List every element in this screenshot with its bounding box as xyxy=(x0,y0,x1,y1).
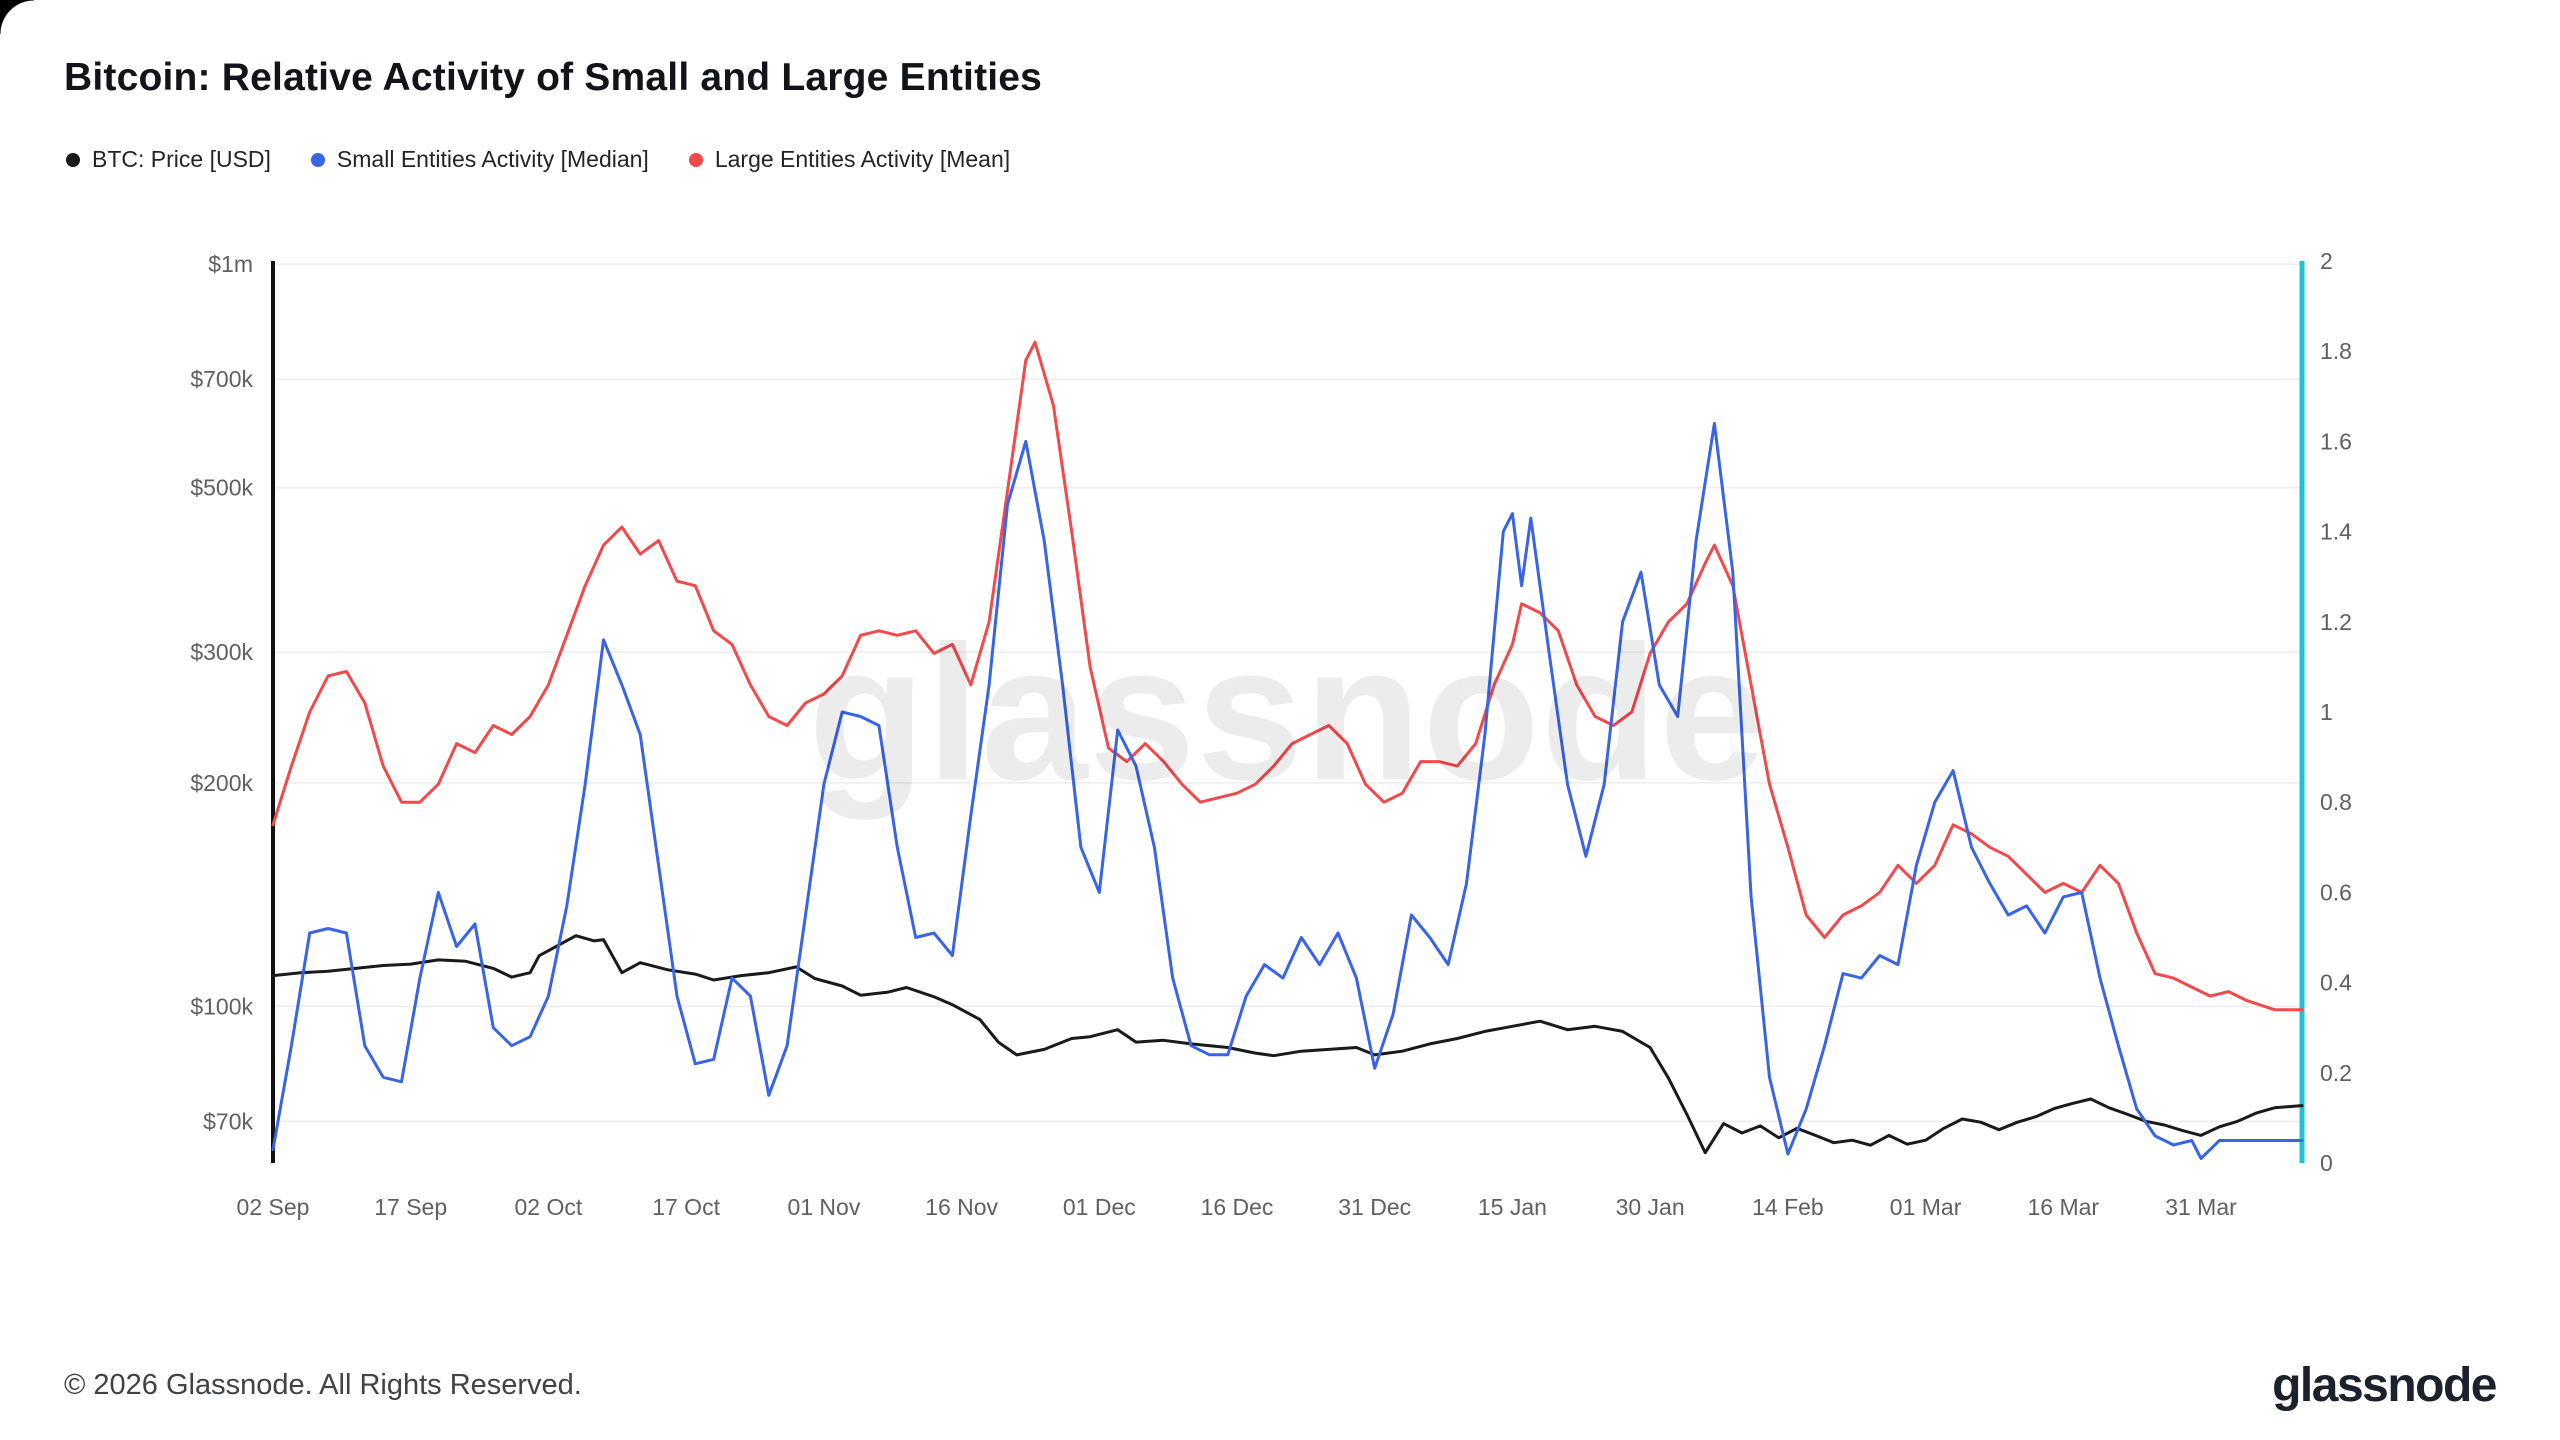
y-right-tick-label: 0.4 xyxy=(2320,970,2352,996)
y-left-tick-label: $500k xyxy=(190,475,253,501)
x-axis-tick-label: 16 Mar xyxy=(2028,1194,2100,1220)
legend-dot-blue xyxy=(310,152,325,167)
legend-dot-black xyxy=(66,152,80,167)
y-right-tick-label: 0.6 xyxy=(2320,879,2352,905)
x-axis-tick-label: 31 Mar xyxy=(2165,1194,2237,1220)
x-axis-tick-label: 01 Dec xyxy=(1063,1194,1136,1220)
series-line-large-entities-activity-mean xyxy=(271,340,2304,1012)
legend-dot-red xyxy=(688,152,703,167)
x-axis-tick-label: 17 Sep xyxy=(374,1194,447,1220)
x-axis-tick-label: 16 Nov xyxy=(925,1194,998,1220)
series-line-btc-price-usd xyxy=(271,934,2304,1155)
y-right-tick-label: 0.2 xyxy=(2320,1060,2352,1086)
y-right-tick-label: 0 xyxy=(2320,1150,2333,1176)
y-left-tick-label: $700k xyxy=(190,366,253,392)
legend-item-btc-price[interactable]: BTC: Price [USD] xyxy=(66,146,271,173)
chart-svg: $1m $700k $500k $300k $200k $100k $70k 2 1.8 1.6 1… xyxy=(190,248,2352,1220)
glassnode-logo[interactable]: glassnode xyxy=(2272,1358,2497,1412)
legend-label: BTC: Price [USD] xyxy=(92,146,271,172)
x-axis-tick-label: 02 Sep xyxy=(237,1194,310,1220)
y-right-tick-label: 1.4 xyxy=(2320,519,2352,545)
legend-label: Large Entities Activity [Mean] xyxy=(714,146,1011,172)
x-axis-tick-label: 30 Jan xyxy=(1616,1194,1685,1220)
y-left-tick-label: $300k xyxy=(190,639,253,665)
y-left-tick-label: $200k xyxy=(190,770,253,796)
legend-item-large-entities[interactable]: Large Entities Activity [Mean] xyxy=(688,146,1011,173)
page-title: Bitcoin: Relative Activity of Small and … xyxy=(64,56,1043,99)
x-axis-tick-label: 14 Feb xyxy=(1752,1194,1824,1220)
y-right-tick-label: 1 xyxy=(2320,699,2333,725)
y-right-tick-label: 1.8 xyxy=(2320,338,2352,364)
y-right-tick-label: 2 xyxy=(2320,248,2333,274)
chart-plot-area[interactable]: $1m $700k $500k $300k $200k $100k $70k 2 1.8 1.6 1… xyxy=(0,0,2560,1330)
x-axis-tick-label: 16 Dec xyxy=(1201,1194,1274,1220)
x-axis-tick-label: 01 Nov xyxy=(787,1194,860,1220)
page-footer: © 2026 Glassnode. All Rights Reserved. g… xyxy=(0,1330,2560,1440)
y-left-tick-label: $70k xyxy=(203,1108,253,1134)
legend-label: Small Entities Activity [Median] xyxy=(336,146,649,172)
x-axis-tick-label: 31 Dec xyxy=(1338,1194,1411,1220)
x-axis-tick-label: 02 Oct xyxy=(515,1194,583,1220)
x-axis-tick-label: 01 Mar xyxy=(1890,1194,1962,1220)
x-axis-tick-label: 15 Jan xyxy=(1478,1194,1547,1220)
x-axis-tick-label: 17 Oct xyxy=(652,1194,720,1220)
y-right-tick-label: 1.6 xyxy=(2320,428,2352,454)
y-left-tick-label: $1m xyxy=(208,251,253,277)
legend-item-small-entities[interactable]: Small Entities Activity [Median] xyxy=(310,146,649,173)
y-left-tick-label: $100k xyxy=(190,993,253,1019)
copyright-text: © 2026 Glassnode. All Rights Reserved. xyxy=(64,1368,582,1401)
series-line-small-entities-activity-median xyxy=(271,421,2304,1160)
y-right-tick-label: 1.2 xyxy=(2320,609,2352,635)
chart-legend: BTC: Price [USD] Small Entities Activity… xyxy=(66,146,1010,173)
window-corner xyxy=(0,0,34,34)
y-right-tick-label: 0.8 xyxy=(2320,789,2352,815)
